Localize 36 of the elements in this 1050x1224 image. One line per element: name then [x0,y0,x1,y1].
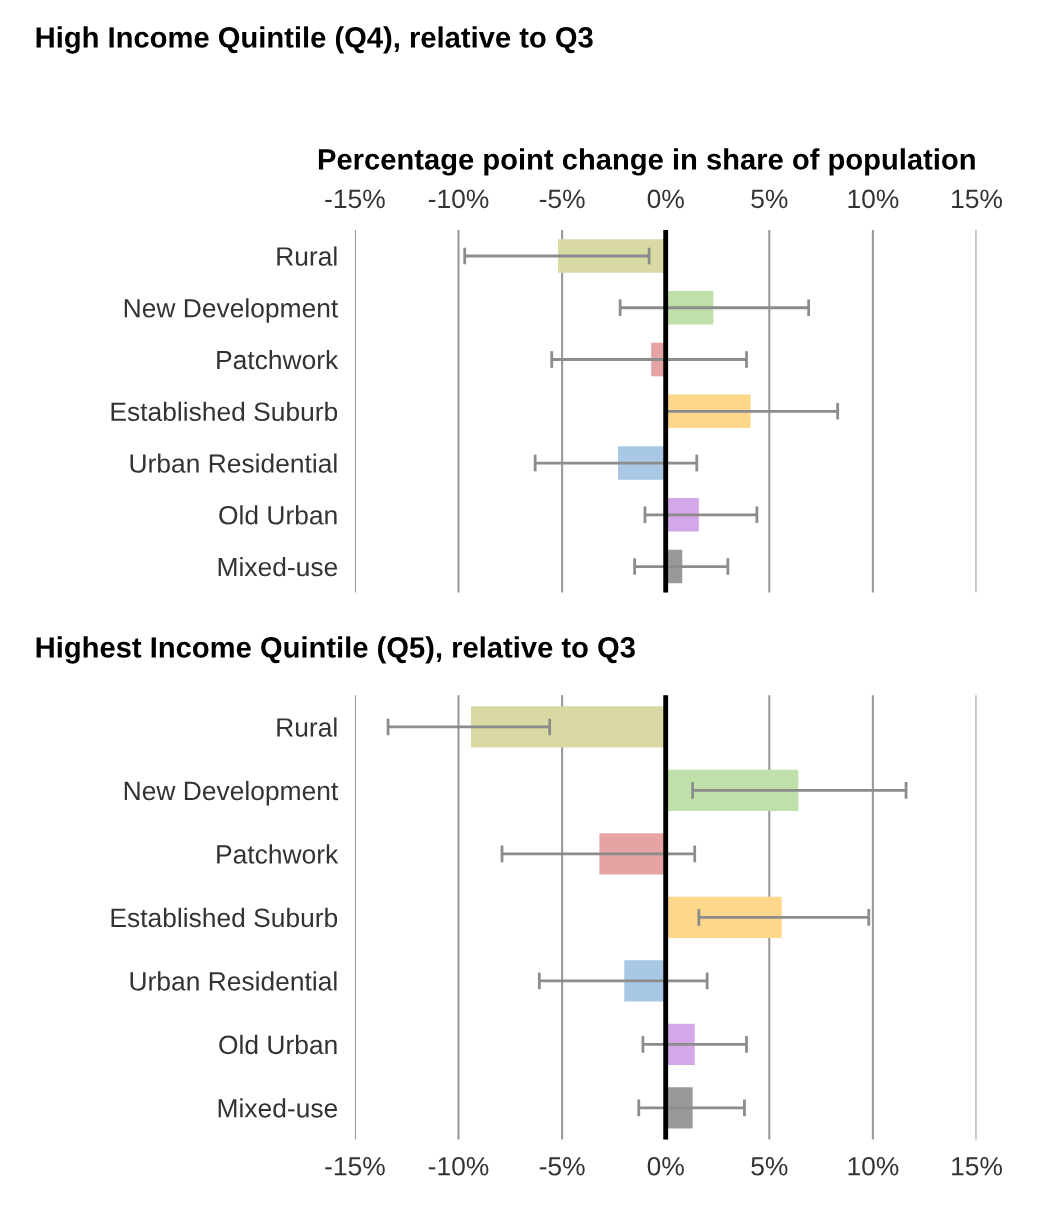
y-tick-label: Urban Residential [130,453,337,473]
y-tick-label: Established Suburb [111,401,338,422]
x-tick-label: 10% [848,189,899,209]
x-tick-label: 5% [751,1157,788,1176]
x-tick-label: -15% [325,1157,385,1176]
bar [470,706,666,748]
y-tick-label: Old Urban [219,505,337,525]
x-tick-label: 15% [952,189,1002,209]
y-tick-label: Mixed-use [218,1098,338,1118]
x-axis-title: Percentage point change in share of population [318,148,975,176]
x-tick-label: -15% [325,189,385,209]
y-tick-label: Urban Residential [130,971,337,991]
y-tick-label: Old Urban [219,1034,337,1055]
chart-title: High Income Quintile (Q4), relative to Q3 [36,26,593,54]
x-tick-label: -5% [539,189,585,209]
x-tick-label: 15% [952,1157,1002,1176]
x-tick-label: 10% [848,1156,899,1176]
x-tick-label: -10% [428,1156,489,1176]
y-tick-label: New Development [124,780,339,806]
x-tick-label: 5% [751,189,788,209]
y-tick-label: Patchwork [217,844,339,864]
x-tick-label: 0% [647,189,684,209]
y-tick-label: Established Suburb [111,907,338,928]
bar [599,833,666,875]
x-tick-label: -5% [539,1157,585,1176]
chart-title: Highest Income Quintile (Q5), relative to Q3 [36,636,635,664]
bar [557,239,666,273]
y-tick-label: Patchwork [217,349,339,370]
x-tick-label: -10% [428,189,489,209]
bar [665,769,799,812]
y-tick-label: Mixed-use [218,556,338,577]
bar [665,896,782,939]
y-tick-label: Rural [277,246,337,266]
y-tick-label: New Development [124,298,339,323]
x-tick-label: 0% [647,1156,684,1176]
y-tick-label: Rural [277,717,337,737]
